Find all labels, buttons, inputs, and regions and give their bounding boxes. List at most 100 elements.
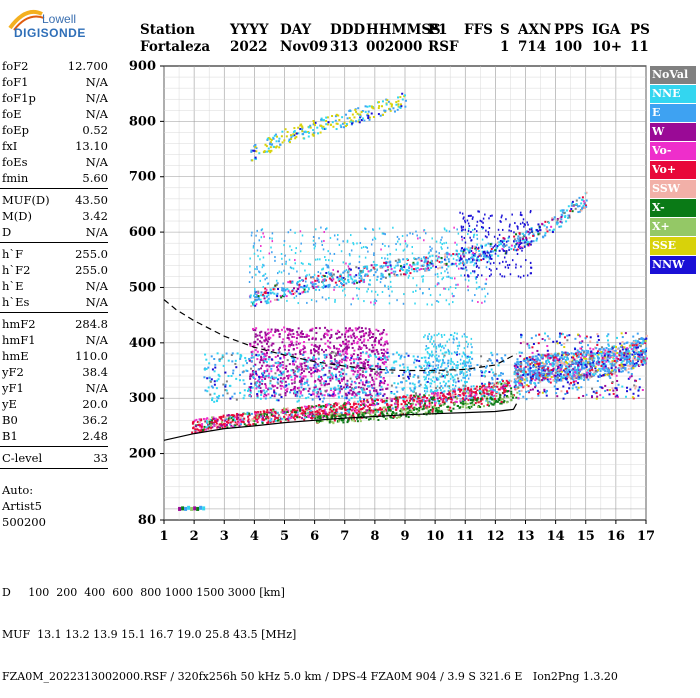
- echo-point: [358, 386, 360, 388]
- echo-point: [447, 373, 449, 375]
- echo-point: [349, 327, 351, 329]
- echo-point: [256, 382, 258, 384]
- echo-point: [266, 416, 268, 418]
- echo-point: [424, 334, 426, 336]
- echo-point: [375, 371, 377, 373]
- echo-point: [246, 370, 248, 372]
- echo-point: [360, 355, 362, 357]
- echo-point: [452, 384, 454, 386]
- echo-point: [359, 346, 361, 348]
- echo-point: [363, 340, 365, 342]
- echo-point: [288, 383, 290, 385]
- echo-point: [314, 370, 316, 372]
- echo-point: [278, 349, 280, 351]
- echo-point: [321, 378, 323, 380]
- echo-point: [296, 357, 298, 359]
- echo-point: [329, 372, 331, 374]
- echo-point: [277, 365, 279, 367]
- echo-point: [327, 377, 329, 379]
- echo-point: [383, 329, 385, 331]
- echo-point: [336, 337, 338, 339]
- echo-point: [224, 386, 226, 388]
- echo-point: [387, 352, 389, 354]
- echo-point: [459, 406, 461, 408]
- echo-point: [447, 360, 449, 362]
- echo-point: [266, 364, 268, 366]
- echo-point: [225, 416, 227, 418]
- echo-point: [491, 369, 493, 371]
- echo-point: [373, 387, 375, 389]
- echo-point: [501, 387, 503, 389]
- echo-point: [347, 357, 349, 359]
- echo-point: [314, 380, 316, 382]
- echo-point: [345, 282, 347, 284]
- echo-point: [346, 353, 348, 355]
- echo-point: [307, 366, 309, 368]
- echo-point: [385, 359, 387, 361]
- echo-point: [619, 364, 621, 366]
- echo-point: [522, 233, 524, 235]
- echo-point: [456, 374, 458, 376]
- echo-point: [275, 420, 277, 422]
- echo-point: [222, 416, 224, 418]
- echo-point: [226, 380, 228, 382]
- echo-point: [299, 363, 301, 365]
- echo-point: [587, 362, 589, 364]
- echo-point: [457, 345, 459, 347]
- echo-point: [419, 393, 421, 395]
- echo-point: [624, 364, 626, 366]
- echo-point: [496, 386, 498, 388]
- echo-point: [476, 399, 478, 401]
- echo-point: [428, 410, 430, 412]
- x-tick-label: 10: [426, 529, 444, 544]
- echo-point: [269, 382, 271, 384]
- echo-point: [209, 377, 211, 379]
- echo-point: [386, 348, 388, 350]
- echo-point: [626, 362, 628, 364]
- echo-point: [450, 378, 452, 380]
- echo-point: [450, 255, 452, 257]
- echo-point: [203, 418, 205, 420]
- echo-point: [260, 414, 262, 416]
- echo-point: [220, 416, 222, 418]
- echo-point: [516, 392, 518, 394]
- echo-point: [224, 420, 226, 422]
- echo-point: [358, 391, 360, 393]
- echo-point: [442, 401, 444, 403]
- echo-point: [465, 398, 467, 400]
- echo-point: [207, 367, 209, 369]
- echo-point: [557, 374, 559, 376]
- echo-point: [425, 412, 427, 414]
- echo-point: [241, 421, 243, 423]
- echo-point: [451, 334, 453, 336]
- echo-point: [341, 419, 343, 421]
- echo-point: [329, 337, 331, 339]
- echo-point: [430, 385, 432, 387]
- echo-point: [404, 356, 406, 358]
- echo-point: [553, 357, 555, 359]
- echo-point: [325, 365, 327, 367]
- echo-point: [377, 353, 379, 355]
- echo-point: [223, 365, 225, 367]
- echo-point: [386, 388, 388, 390]
- echo-point: [516, 373, 518, 375]
- echo-point: [451, 358, 453, 360]
- echo-point: [554, 216, 556, 218]
- echo-point: [580, 353, 582, 355]
- echo-point: [471, 358, 473, 360]
- echo-point: [288, 345, 290, 347]
- echo-point: [303, 362, 305, 364]
- echo-point: [329, 421, 331, 423]
- echo-point: [290, 417, 292, 419]
- y-tick-label: 900: [129, 59, 156, 74]
- echo-point: [299, 351, 301, 353]
- echo-point: [436, 410, 438, 412]
- echo-point: [318, 365, 320, 367]
- echo-point: [255, 333, 257, 335]
- echo-point: [594, 352, 596, 354]
- echo-point: [252, 328, 254, 330]
- echo-point: [347, 276, 349, 278]
- echo-point: [514, 373, 516, 375]
- echo-point: [296, 416, 298, 418]
- echo-point: [468, 378, 470, 380]
